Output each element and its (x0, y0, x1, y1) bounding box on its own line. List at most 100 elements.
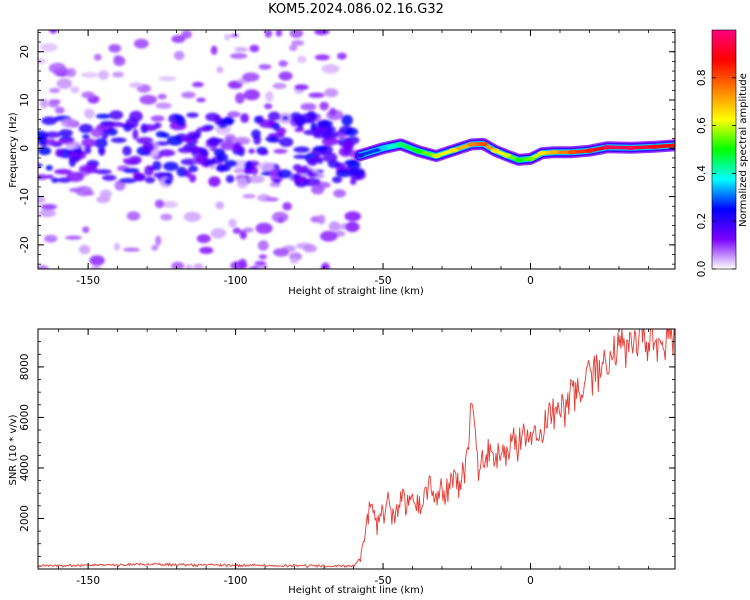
noise-blob (328, 126, 336, 133)
noise-blob (38, 163, 43, 168)
noise-blob (254, 261, 267, 266)
noise-blob (294, 127, 304, 133)
x-tick-label: -100 (224, 575, 248, 587)
noise-blob (122, 247, 141, 252)
colorbar-tick-label: 0.8 (696, 69, 708, 86)
noise-blob (93, 53, 102, 61)
noise-blob (133, 38, 149, 49)
noise-blob (291, 173, 301, 179)
noise-blob (126, 211, 141, 221)
noise-blob (41, 116, 58, 125)
noise-blob (84, 108, 95, 119)
x-tick-label: -100 (224, 275, 248, 287)
noise-blob (40, 43, 58, 52)
y-tick-label: -20 (19, 236, 31, 253)
noise-blob (78, 244, 91, 255)
noise-blob (297, 55, 307, 64)
colorbar-tick-label: 0.0 (696, 261, 708, 278)
y-tick-label: 6000 (19, 404, 31, 431)
noise-blob (125, 117, 139, 129)
noise-blob (220, 141, 238, 151)
noise-blob (229, 53, 248, 59)
noise-blob (197, 126, 212, 132)
noise-blob (328, 221, 341, 232)
noise-blob (232, 227, 241, 234)
noise-blob (157, 93, 167, 100)
noise-blob (291, 40, 305, 46)
noise-blob (320, 230, 338, 242)
noise-blob (267, 111, 281, 121)
noise-blob (234, 141, 242, 153)
noise-blob (303, 244, 317, 253)
noise-blob (324, 88, 339, 98)
noise-blob (107, 121, 124, 128)
ridge-point (413, 149, 423, 154)
noise-blob (243, 169, 253, 175)
noise-blob (38, 146, 52, 156)
noise-blob (279, 137, 294, 148)
noise-blob (154, 199, 165, 209)
noise-blob (311, 184, 325, 195)
snr-x-label: Height of straight line (km) (288, 585, 424, 596)
noise-blob (196, 234, 211, 244)
noise-blob (272, 82, 287, 90)
noise-blob (155, 102, 172, 109)
colorbar-tick-label: 0.4 (696, 165, 708, 182)
noise-blob (38, 58, 47, 65)
noise-blob (181, 30, 193, 39)
noise-blob (171, 261, 185, 269)
ridge-point (585, 148, 594, 153)
noise-blob (242, 72, 260, 82)
x-tick-label: 0 (527, 575, 534, 587)
noise-blob (51, 177, 59, 183)
noise-blob (313, 128, 320, 138)
noise-blob (66, 67, 77, 78)
noise-blob (265, 136, 279, 142)
noise-blob (345, 127, 359, 136)
noise-blob (234, 47, 249, 52)
ridge-point (602, 145, 612, 150)
snr-y-axis: 2000 4000 6000 8000 (19, 328, 675, 570)
noise-blob (141, 124, 158, 132)
noise-blob (81, 91, 95, 99)
noise-blob (282, 202, 293, 211)
y-tick-label: 2000 (19, 505, 31, 532)
noise-blob (68, 157, 76, 167)
ridge-point (526, 156, 535, 162)
ridge-point (378, 146, 388, 151)
noise-blob (338, 133, 346, 140)
noise-blob (40, 134, 48, 145)
ridge-point (649, 144, 659, 149)
noise-blob (321, 64, 340, 74)
heatmap-x-axis: -150 -100 -50 0 (58, 30, 649, 287)
noise-blob (158, 149, 176, 157)
noise-blob (273, 248, 290, 257)
heatmap-x-label: Height of straight line (km) (288, 286, 424, 297)
noise-blob (150, 115, 165, 122)
noise-blob (313, 145, 328, 152)
noise-blob (224, 160, 238, 167)
noise-blob (265, 197, 279, 202)
noise-blob (289, 44, 298, 52)
noise-blob (265, 91, 274, 102)
noise-blob (185, 264, 193, 269)
noise-blob (188, 134, 200, 139)
noise-blob (344, 159, 358, 166)
noise-blob (248, 175, 265, 184)
noise-blob (299, 113, 317, 124)
noise-blob (196, 97, 206, 103)
snr-series-line (38, 329, 675, 569)
noise-blob (98, 147, 105, 156)
noise-blob (215, 164, 231, 172)
noise-blob (44, 234, 58, 243)
ridge-point (626, 145, 636, 150)
noise-blob (84, 145, 92, 155)
noise-blob (80, 72, 99, 78)
noise-blob (192, 81, 204, 88)
heatmap-y-label: Frequency (Hz) (8, 112, 19, 188)
noise-blob (243, 89, 260, 101)
noise-blob (349, 167, 365, 177)
noise-blob (242, 227, 254, 233)
noise-blob (78, 123, 93, 134)
